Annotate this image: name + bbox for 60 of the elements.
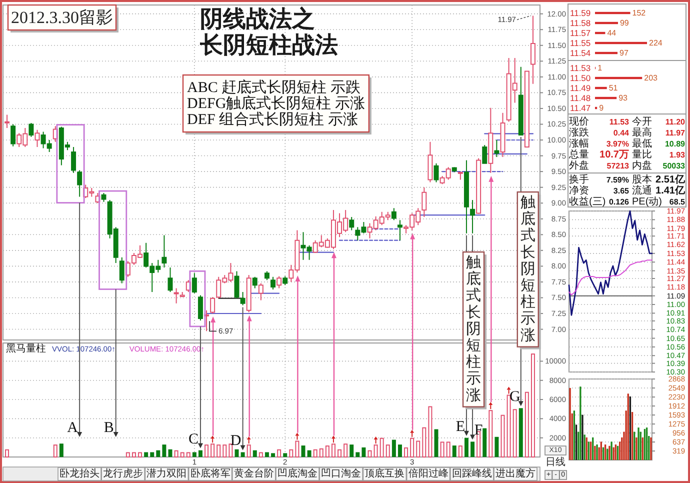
text: 1.41亿 <box>656 184 686 196</box>
data-label: 44 <box>607 28 617 38</box>
y-tick-label: 11.55 <box>570 38 591 48</box>
text: 11.20 <box>665 118 686 126</box>
text: 最低 <box>632 138 652 150</box>
text: 现价 <box>569 116 589 128</box>
text: 涨幅 <box>569 138 589 150</box>
text: 3.97% <box>606 140 629 148</box>
text: 收益(三) <box>569 196 606 208</box>
text: 换手 <box>569 174 589 186</box>
text: 净资 <box>569 184 589 196</box>
data-label: 51 <box>608 84 618 92</box>
annotation: 黑马量柱 <box>6 342 46 354</box>
y-tick-label: 11.57 <box>570 28 591 38</box>
y-tick-label: 11.48 <box>570 93 591 103</box>
data-label: 93 <box>618 94 628 102</box>
annotation: ABC 赶底式长阴短柱 示跌 <box>187 79 360 96</box>
data-label: 152 <box>632 8 646 18</box>
text: 7.59% <box>606 176 629 184</box>
text: 内盘 <box>632 160 652 172</box>
annotation: DEF 组合式长阴短柱 示涨 <box>187 111 358 128</box>
data-label: 203 <box>644 74 658 82</box>
text: 0.44 <box>613 128 630 138</box>
text: 68.5 <box>669 198 686 206</box>
y-tick-label: 11.53 <box>570 63 591 73</box>
data-label: 1 <box>598 64 603 72</box>
text: 量比 <box>632 148 652 160</box>
text: 1.93 <box>669 150 686 160</box>
text: 总量 <box>568 148 589 160</box>
text: 最高 <box>632 126 652 138</box>
text: PE(动) <box>632 196 662 208</box>
text: 外盘 <box>569 160 589 172</box>
annotation: DEFG触底式长阴短柱 示涨 <box>187 95 365 112</box>
y-tick-label: 11.50 <box>570 73 591 83</box>
title: 阴线战法之 <box>200 6 315 32</box>
annotation: 2012.3.30留影 <box>11 8 113 27</box>
y-tick-label: 11.47 <box>570 103 591 113</box>
text: 10.7万 <box>600 150 629 160</box>
text: 日线 <box>546 456 566 468</box>
data-label: 224 <box>649 38 663 48</box>
text: 流通 <box>632 184 652 196</box>
data-label: 9 <box>599 104 604 112</box>
text: 10.89 <box>664 140 686 148</box>
data-label: 97 <box>620 48 629 58</box>
text: 涨跌 <box>569 126 589 138</box>
text: 11.53 <box>609 118 630 126</box>
data-label: 99 <box>620 18 630 28</box>
text: 0.126 <box>608 198 630 206</box>
callout-legend: ABC 赶底式长阴短柱 示跌 DEFG触底式长阴短柱 示涨 DEF 组合式长阴短柱 示涨 <box>182 74 372 134</box>
y-tick-label: 11.59 <box>570 8 591 18</box>
text: 2.51亿 <box>656 174 686 186</box>
y-tick-label: 11.54 <box>570 48 591 58</box>
subtitle: 长阴短柱战法 <box>200 32 338 58</box>
text: 50033 <box>662 162 686 170</box>
text: 3.65 <box>613 186 630 196</box>
text: 57213 <box>606 162 630 170</box>
text: 今开 <box>632 116 652 128</box>
y-tick-label: 11.58 <box>570 18 591 28</box>
text: 股本 <box>632 174 652 186</box>
y-tick-label: 11.49 <box>570 83 591 93</box>
